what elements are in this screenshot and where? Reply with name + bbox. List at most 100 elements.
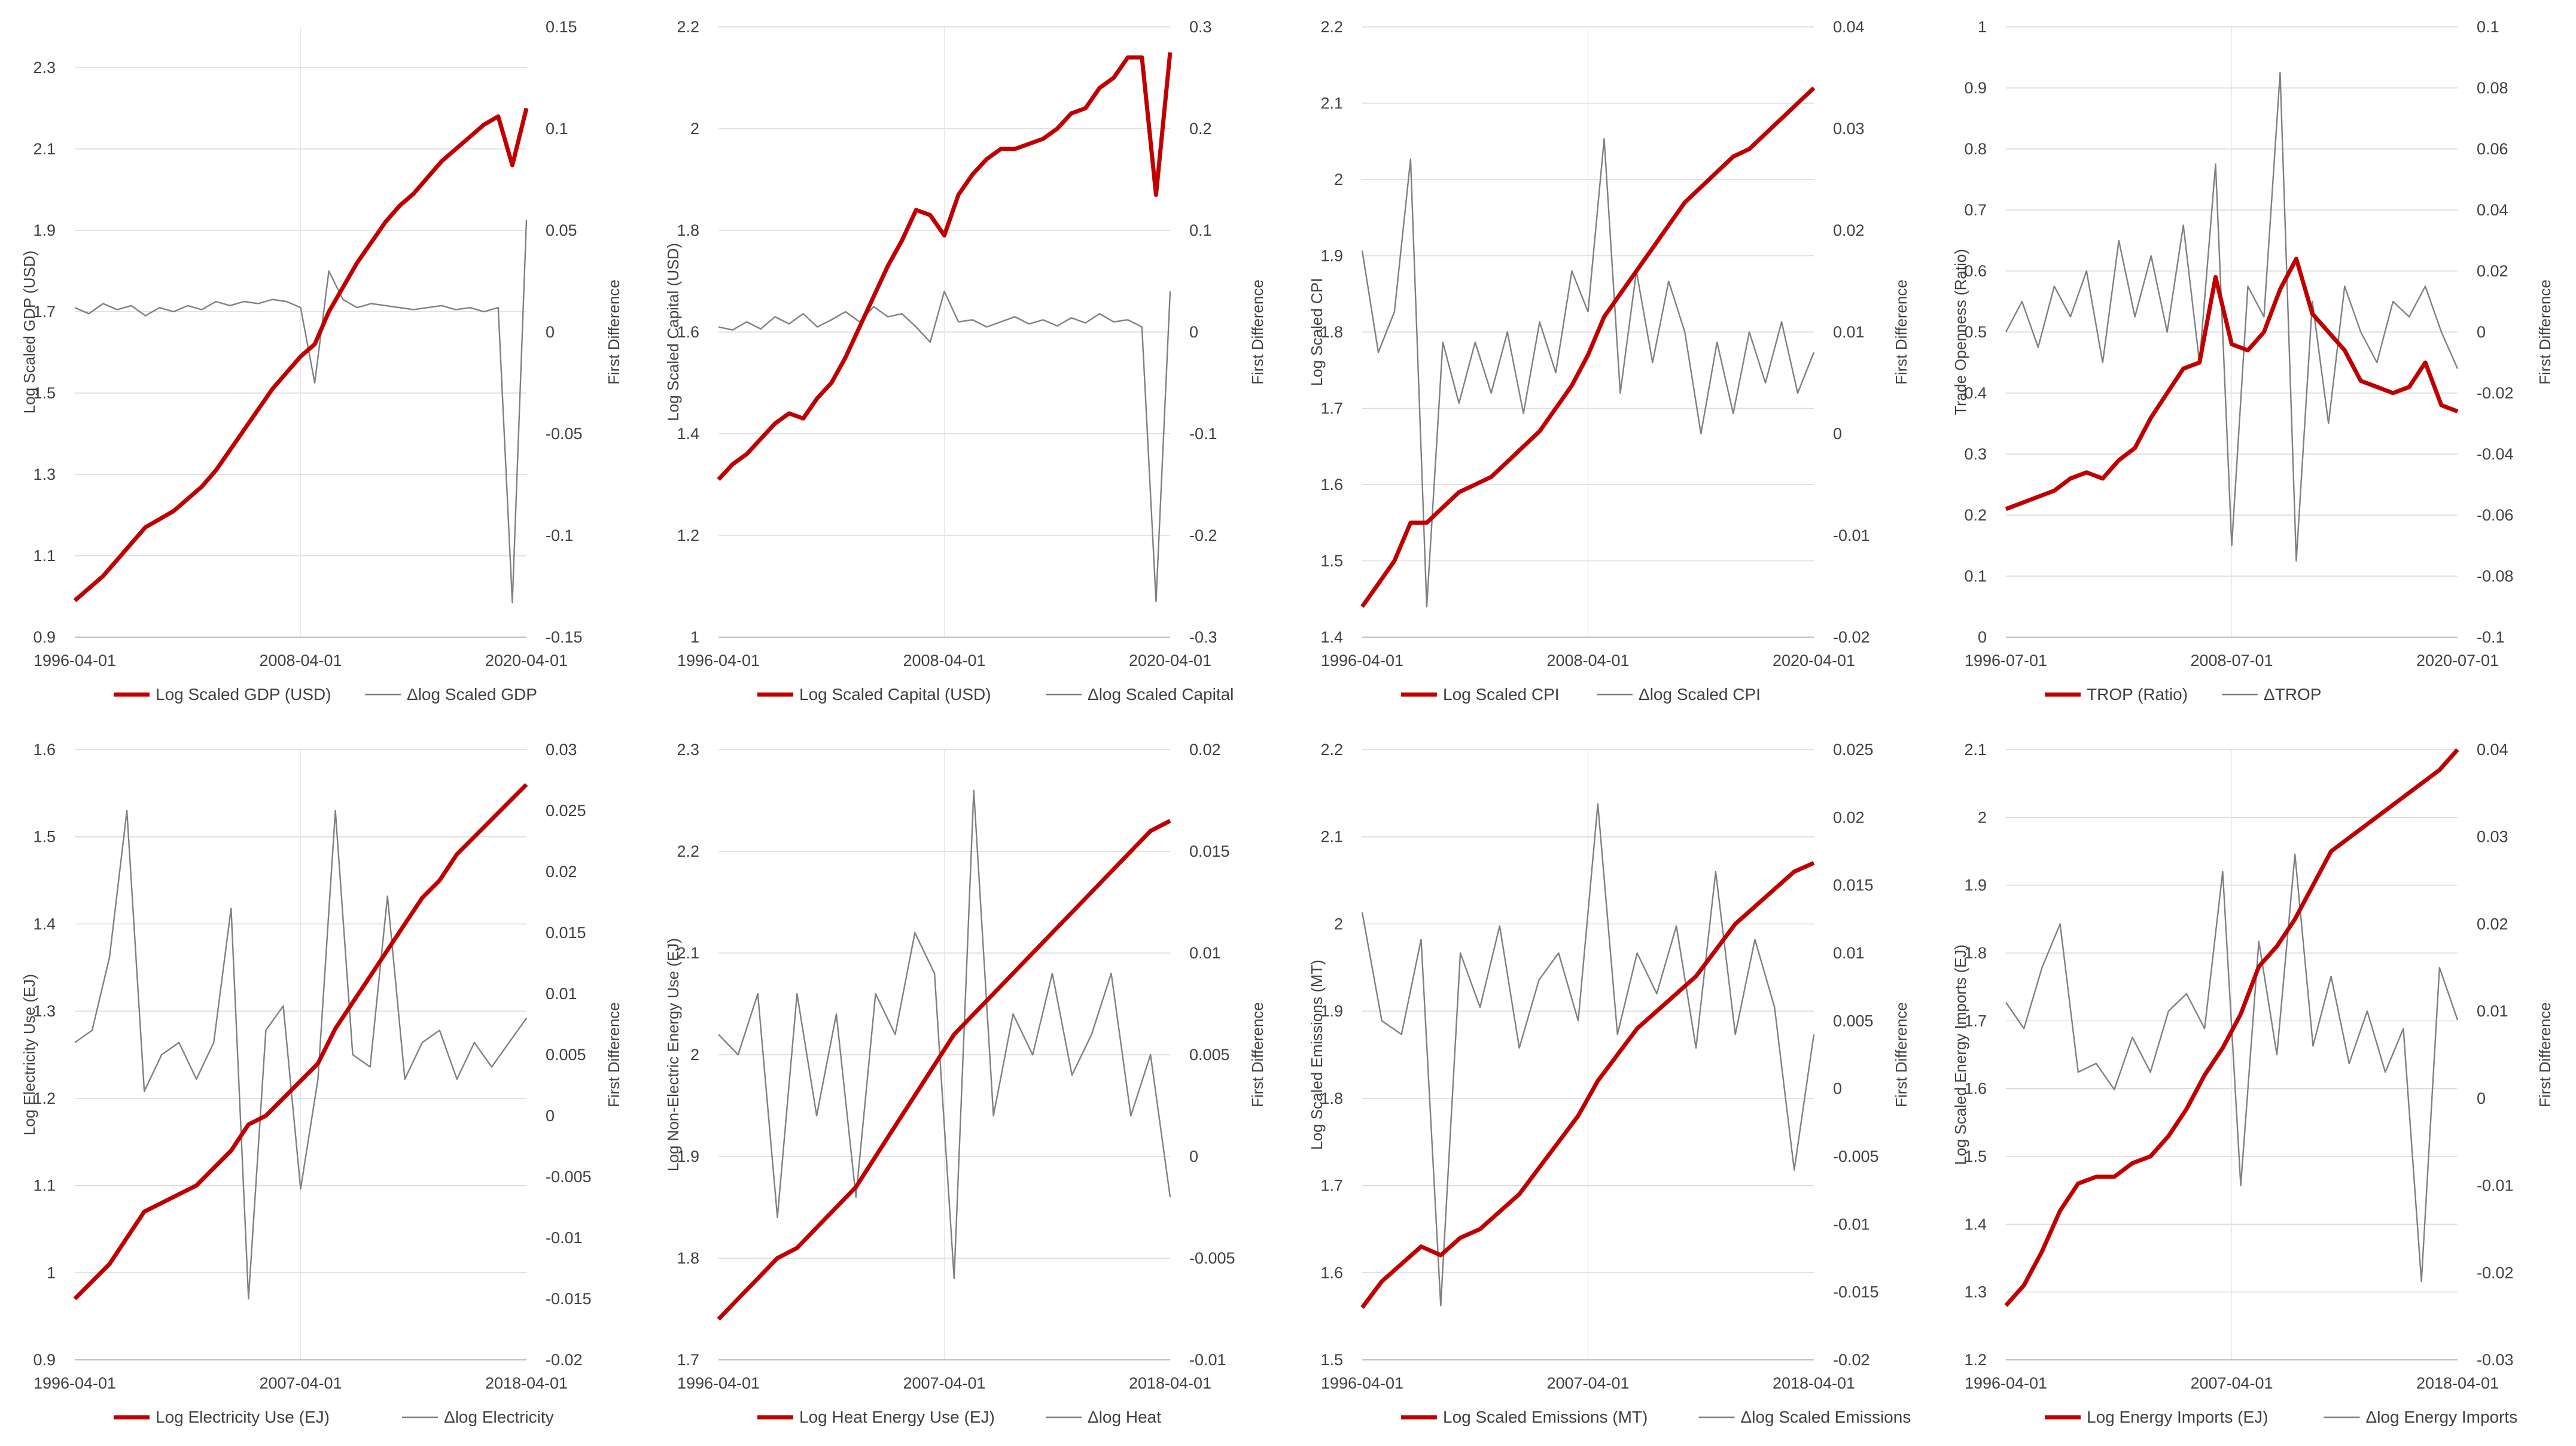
y-left-tick-label: 2.2 [1320, 18, 1343, 36]
y-left-axis-title: Log Scaled Capital (USD) [664, 243, 682, 421]
legend-label: Δlog Scaled CPI [1639, 685, 1761, 704]
y-right-tick-label: 0.005 [546, 1046, 586, 1064]
chart-panel-2: 1 1.2 1.4 1.6 1.8 2 2.2 -0.3 -0.2 -0.1 0 0.1 0.2 0.3 1… [644, 0, 1287, 723]
chart-panel-1: 0.9 1.1 1.3 1.5 1.7 1.9 2.1 2.3 -0.15 -0.1 -0.05 0 0… [0, 0, 644, 723]
x-tick-label: 2008-07-01 [2190, 652, 2273, 669]
legend-label: Log Electricity Use (EJ) [156, 1408, 330, 1426]
legend: Log Energy Imports (EJ) Δlog Energy Impor… [2045, 1408, 2517, 1426]
y-left-tick-label: 0.9 [33, 1351, 56, 1369]
y-left-tick-label: 2.2 [1320, 741, 1343, 759]
y-right-tick-label: 0.2 [1189, 120, 1212, 138]
series-line-log-scaled-cpi [1361, 138, 1815, 608]
y-left-tick-label: 0.3 [1964, 445, 1987, 463]
y-left-tick-label: 1.6 [677, 323, 699, 341]
chart-panel-5: 0.9 1 1.1 1.2 1.3 1.4 1.5 1.6 -0.02 -0.015 -0.01 -0… [0, 723, 644, 1445]
y-right-tick-label: -0.2 [1189, 526, 1217, 544]
legend-label: Δlog Scaled Emissions [1741, 1408, 1911, 1426]
y-right-tick-label: -0.06 [2477, 506, 2514, 524]
x-tick-label: 2008-04-01 [1546, 652, 1629, 669]
x-tick-label: 2008-04-01 [903, 652, 985, 669]
y-left-tick-label: 0 [1978, 628, 1987, 646]
y-right-tick-label: 0.01 [1833, 944, 1865, 962]
y-left-axis-title: Log Scaled CPI [1308, 278, 1326, 386]
y-left-tick-label: 1.9 [33, 221, 56, 239]
chart-svg: 1.5 1.6 1.7 1.8 1.9 2 2.1 2.2 -0.02 -0.015 -0.01 -0… [1308, 741, 1911, 1426]
x-tick-label: 2020-04-01 [485, 652, 568, 669]
y-right-tick-label: 0.03 [1833, 120, 1865, 138]
y-left-tick-label: 2.3 [677, 741, 699, 759]
y-left-tick-label: 1.8 [1964, 944, 1987, 962]
x-tick-label: 1996-04-01 [34, 652, 116, 669]
y-left-tick-label: 0.6 [1964, 262, 1987, 280]
y-right-tick-label: 0.015 [1189, 842, 1230, 860]
x-tick-label: 2007-04-01 [259, 1374, 342, 1392]
x-tick-label: 2020-04-01 [1773, 652, 1855, 669]
y-left-tick-label: 1.9 [1320, 1002, 1343, 1020]
y-right-tick-label: 0.1 [2477, 18, 2499, 36]
y-right-tick-label: -0.05 [546, 425, 583, 443]
chart-panel-4: 0 0.1 0.2 0.3 0.4 0.5 0.6 0.7 0.8 0.9 1 -0.1 -0.08 -0… [1931, 0, 2575, 723]
y-left-tick-label: 1 [47, 1264, 56, 1281]
y-right-tick-label: -0.1 [1189, 425, 1217, 443]
y-left-tick-label: 1.4 [33, 915, 56, 933]
y-left-tick-label: 1.5 [1320, 552, 1343, 570]
x-tick-label: 1996-04-01 [1321, 652, 1403, 669]
y-right-tick-label: -0.005 [1833, 1147, 1879, 1165]
y-right-tick-label: 0 [1189, 1147, 1198, 1165]
y-left-tick-label: 2.3 [33, 59, 56, 77]
y-right-tick-label: 0.02 [546, 863, 577, 881]
series-line-log-scaled-cpi [1360, 86, 1816, 608]
y-right-tick-label: -0.01 [1833, 526, 1870, 544]
series-line-log-scaled-capital-usd [717, 52, 1173, 481]
y-right-tick-label: -0.005 [1189, 1249, 1235, 1267]
chart-svg: 1 1.2 1.4 1.6 1.8 2 2.2 -0.3 -0.2 -0.1 0 0.1 0.2 0.3 1… [664, 18, 1266, 704]
y-left-tick-label: 1.8 [1320, 323, 1343, 341]
y-left-tick-label: 2.1 [1964, 741, 1987, 759]
y-left-tick-label: 0.5 [1964, 323, 1987, 341]
chart-panel-7: 1.5 1.6 1.7 1.8 1.9 2 2.1 2.2 -0.02 -0.015 -0.01 -0… [1287, 723, 1931, 1445]
chart-svg: 1.7 1.8 1.9 2 2.1 2.2 2.3 -0.01 -0.005 0 0.005 0.01… [664, 741, 1266, 1426]
series-line-log-electricity [74, 809, 527, 1300]
y-left-tick-label: 1.6 [1964, 1080, 1987, 1098]
series-line-trop-ratio [2005, 257, 2459, 512]
y-left-tick-label: 2.1 [677, 944, 699, 962]
legend: Log Heat Energy Use (EJ) Δlog Heat [757, 1408, 1161, 1426]
y-left-tick-label: 1.9 [1964, 876, 1987, 894]
x-tick-label: 2007-04-01 [2190, 1374, 2273, 1392]
y-left-axis-title: Log Scaled Emissions (MT) [1308, 960, 1326, 1150]
legend-label: ΔTROP [2264, 685, 2321, 704]
legend: TROP (Ratio) ΔTROP [2045, 685, 2321, 704]
y-right-tick-label: 0.02 [1833, 221, 1865, 239]
y-left-tick-label: 1.8 [677, 221, 699, 239]
chart-panel-8: 1.2 1.3 1.4 1.5 1.6 1.7 1.8 1.9 2 2.1 -0.03 -0.02 -0… [1931, 723, 2575, 1445]
y-right-tick-label: 0.04 [2477, 741, 2508, 759]
series-line-log-heat [718, 789, 1171, 1280]
chart-svg: 0.9 1 1.1 1.2 1.3 1.4 1.5 1.6 -0.02 -0.015 -0.01 -0… [20, 741, 623, 1426]
legend-label: Log Scaled CPI [1443, 685, 1560, 704]
x-tick-label: 1996-04-01 [677, 1374, 760, 1392]
y-right-axis-title: First Difference [2536, 1002, 2554, 1107]
y-right-axis-title: First Difference [2536, 279, 2554, 385]
y-left-axis-title: Log Scaled Energy Imports (EJ) [1951, 945, 1969, 1165]
y-left-axis-title: Log Electricity Use (EJ) [20, 974, 38, 1136]
y-left-tick-label: 2.1 [1320, 828, 1343, 846]
y-left-tick-label: 2 [690, 120, 699, 138]
legend: Log Electricity Use (EJ) Δlog Electricity [114, 1408, 554, 1426]
y-right-tick-label: 0.02 [2477, 915, 2508, 933]
y-left-tick-label: 2.2 [677, 18, 699, 36]
x-tick-label: 2007-04-01 [903, 1374, 985, 1392]
y-left-tick-label: 2.2 [677, 842, 699, 860]
series-line-trop [2005, 72, 2459, 562]
series-line-log-energy-imports-ej [2004, 748, 2459, 1307]
y-left-axis-title: Trade Openness (Ratio) [1951, 249, 1969, 415]
y-right-axis-title: First Difference [605, 1002, 623, 1107]
y-left-tick-label: 1.3 [33, 1002, 56, 1020]
y-left-tick-label: 2 [1978, 808, 1987, 826]
y-right-tick-label: 0 [546, 1107, 555, 1125]
y-left-tick-label: 1.8 [1320, 1089, 1343, 1107]
chart-panel-6: 1.7 1.8 1.9 2 2.1 2.2 2.3 -0.01 -0.005 0 0.005 0.01… [644, 723, 1287, 1445]
y-right-tick-label: 0.15 [546, 18, 577, 36]
y-right-tick-label: -0.04 [2477, 445, 2514, 463]
y-left-tick-label: 1.2 [677, 526, 699, 544]
y-left-tick-label: 1.3 [33, 465, 56, 483]
